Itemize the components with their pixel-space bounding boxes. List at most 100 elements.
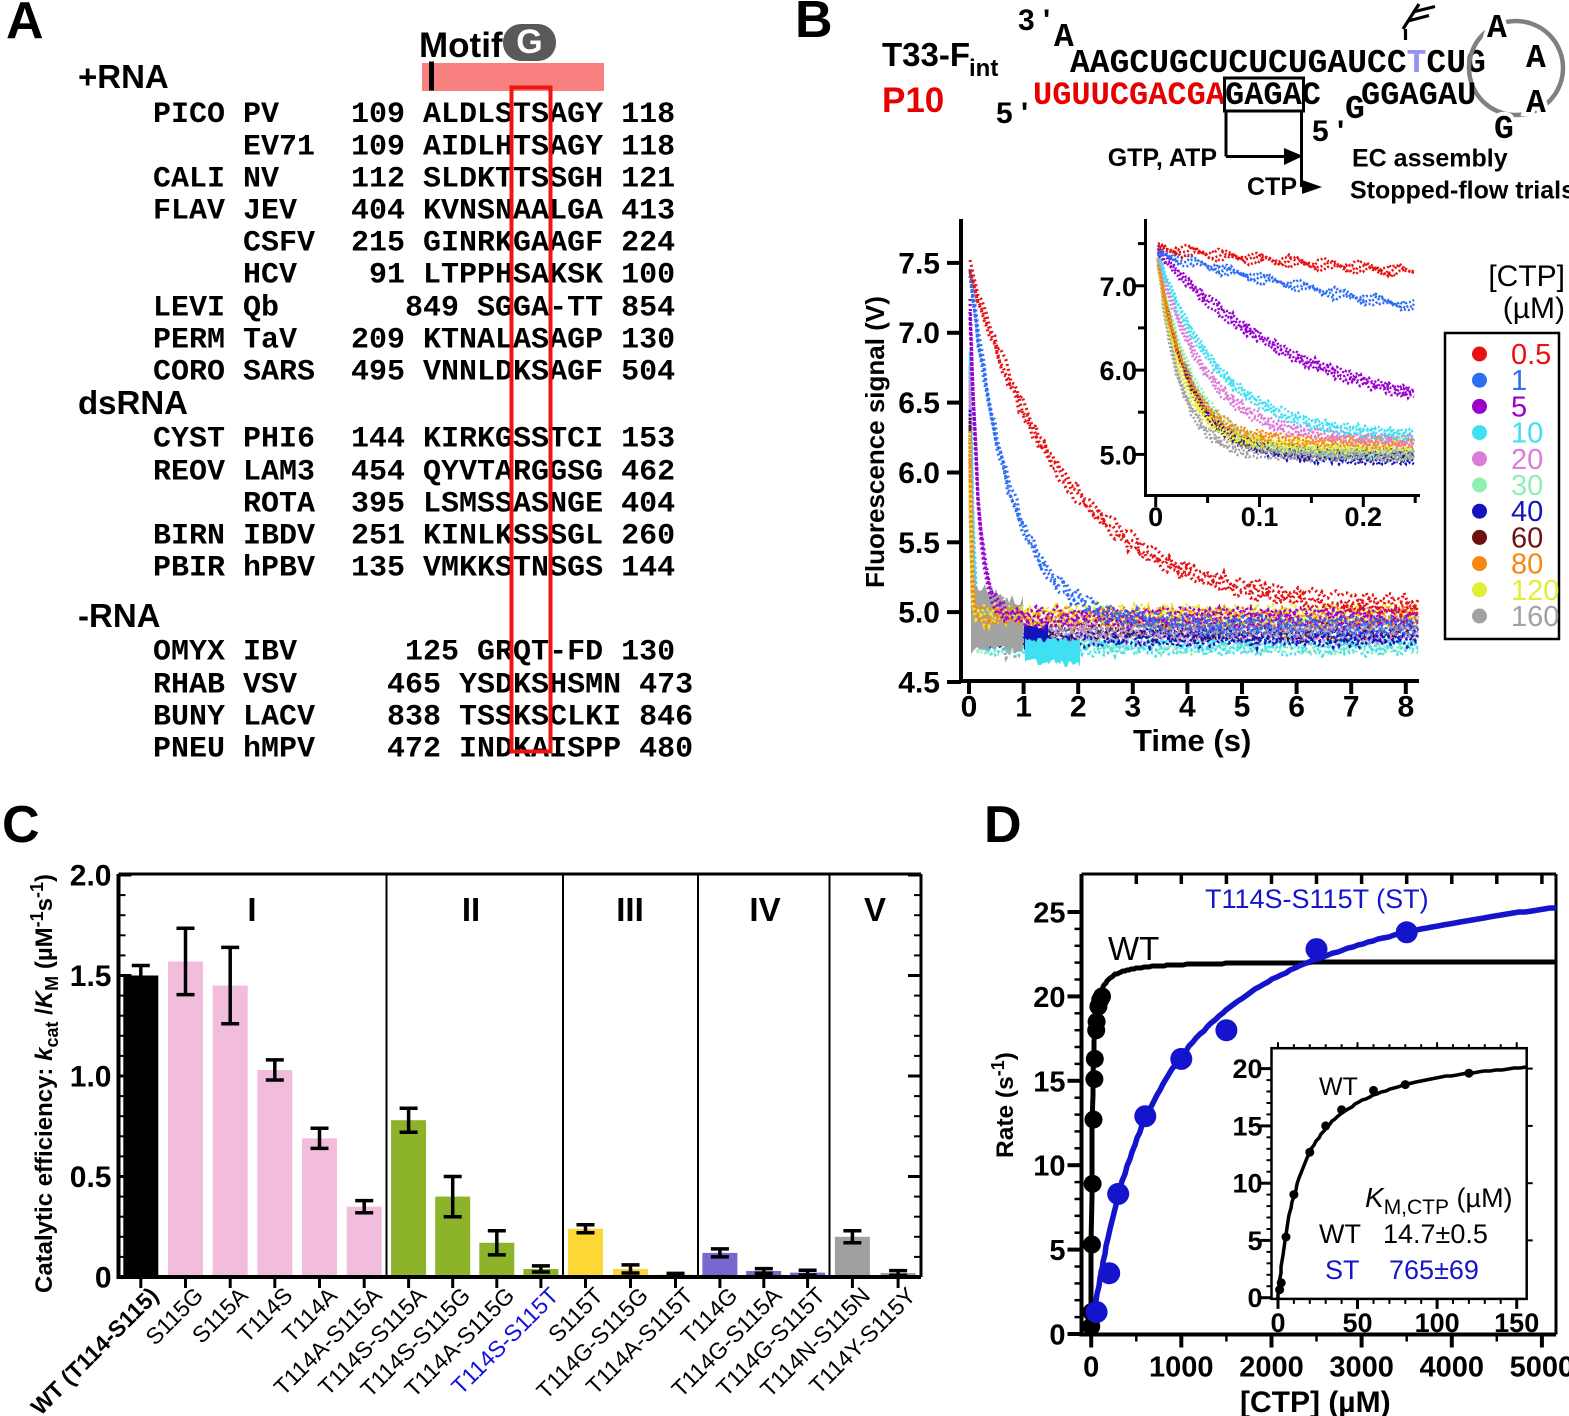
svg-text:CSFV 215 GINRKGAAGF 224: CSFV 215 GINRKGAAGF 224 [153, 227, 675, 261]
svg-text:II: II [462, 891, 480, 928]
svg-text:50: 50 [1342, 1308, 1372, 1338]
svg-text:5: 5 [1049, 1235, 1065, 1267]
svg-text:Motif: Motif [419, 26, 503, 65]
svg-text:+RNA: +RNA [78, 58, 169, 95]
svg-text:WT 14.7±0.5: WT 14.7±0.5 [1319, 1219, 1488, 1249]
svg-text:A: A [1526, 40, 1546, 77]
svg-text:A: A [1054, 19, 1074, 56]
svg-text:CALI NV 112 SLDKTTSSGH 121: CALI NV 112 SLDKTTSSGH 121 [153, 163, 675, 197]
svg-text:0: 0 [1270, 1308, 1285, 1338]
svg-text:3 ': 3 ' [1018, 4, 1050, 37]
svg-text:CYST PHI6 144 KIRKGSSTCI 153: CYST PHI6 144 KIRKGSSTCI 153 [153, 423, 675, 457]
svg-text:-RNA: -RNA [78, 597, 160, 634]
svg-text:6.5: 6.5 [898, 387, 940, 420]
svg-text:PICO PV 109 ALDLSTSAGY 118: PICO PV 109 ALDLSTSAGY 118 [153, 98, 675, 132]
svg-text:BUNY LACV 838 TSSKSCLKI 846: BUNY LACV 838 TSSKSCLKI 846 [153, 701, 693, 735]
svg-text:60: 60 [1511, 522, 1543, 554]
svg-text:10: 10 [1033, 1151, 1065, 1183]
svg-text:KM,CTP (µM): KM,CTP (µM) [1365, 1182, 1513, 1219]
svg-text:A: A [1526, 85, 1546, 122]
svg-text:GTP, ATP: GTP, ATP [1108, 144, 1217, 172]
svg-text:T33-F: T33-F [882, 36, 970, 73]
svg-text:7.0: 7.0 [1099, 272, 1137, 302]
svg-text:ST 765±69: ST 765±69 [1325, 1255, 1479, 1285]
svg-text:CUG: CUG [1426, 45, 1485, 82]
svg-text:IV: IV [749, 891, 780, 928]
svg-text:I: I [247, 891, 256, 928]
svg-text:FLAV JEV 404 KVNSNAALGA 413: FLAV JEV 404 KVNSNAALGA 413 [153, 195, 675, 229]
svg-text:1000: 1000 [1149, 1352, 1214, 1384]
svg-text:dsRNA: dsRNA [78, 384, 188, 421]
svg-text:[CTP] (µM): [CTP] (µM) [1240, 1386, 1391, 1416]
svg-text:3: 3 [1124, 691, 1141, 724]
svg-text:4.5: 4.5 [898, 667, 940, 700]
svg-text:4: 4 [1179, 691, 1196, 724]
svg-text:4000: 4000 [1420, 1352, 1485, 1384]
svg-text:1: 1 [1015, 691, 1032, 724]
svg-text:7.5: 7.5 [898, 247, 940, 280]
svg-text:Time (s): Time (s) [1133, 723, 1251, 758]
svg-text:Stopped-flow trials: Stopped-flow trials [1350, 177, 1569, 205]
svg-text:25: 25 [1033, 898, 1065, 930]
svg-text:5: 5 [1247, 1226, 1262, 1256]
svg-text:1: 1 [1511, 365, 1527, 397]
svg-text:V: V [864, 891, 886, 928]
svg-text:1.0: 1.0 [70, 1061, 112, 1094]
svg-text:6.0: 6.0 [1099, 356, 1137, 386]
svg-text:5.0: 5.0 [898, 597, 940, 630]
svg-text:6: 6 [1288, 691, 1305, 724]
svg-text:A: A [6, 0, 44, 50]
svg-text:160: 160 [1511, 601, 1559, 633]
svg-text:5000: 5000 [1510, 1352, 1569, 1384]
svg-text:7.0: 7.0 [898, 317, 940, 350]
svg-text:5.0: 5.0 [1099, 440, 1137, 470]
svg-text:PBIR hPBV 135 VMKKSTNSGS 144: PBIR hPBV 135 VMKKSTNSGS 144 [153, 552, 675, 586]
svg-text:0.5: 0.5 [70, 1161, 112, 1194]
svg-text:5: 5 [1234, 691, 1251, 724]
svg-text:2: 2 [1070, 691, 1087, 724]
svg-text:UGUUCGACGA: UGUUCGACGA [1033, 77, 1226, 114]
svg-text:8: 8 [1397, 691, 1414, 724]
svg-text:0: 0 [1049, 1320, 1065, 1352]
svg-text:HCV 91 LTPPHSAKSK 100: HCV 91 LTPPHSAKSK 100 [153, 259, 675, 293]
svg-text:A: A [1487, 10, 1507, 47]
svg-text:0: 0 [1083, 1352, 1099, 1384]
svg-text:5 ': 5 ' [996, 97, 1028, 130]
svg-text:5: 5 [1511, 391, 1527, 423]
svg-text:7: 7 [1343, 691, 1360, 724]
svg-text:GAGA: GAGA [1225, 77, 1303, 114]
svg-text:20: 20 [1033, 982, 1065, 1014]
svg-text:C: C [1302, 77, 1321, 114]
svg-text:0: 0 [961, 691, 978, 724]
svg-text:6.0: 6.0 [898, 457, 940, 490]
svg-text:0.5: 0.5 [1511, 339, 1551, 371]
svg-text:1.5: 1.5 [70, 960, 112, 993]
svg-text:Fluorescence signal (V): Fluorescence signal (V) [860, 296, 890, 588]
svg-text:20: 20 [1232, 1054, 1262, 1084]
svg-text:40: 40 [1511, 496, 1543, 528]
svg-text:B: B [795, 0, 833, 49]
svg-text:20: 20 [1511, 444, 1543, 476]
svg-text:ROTA 395 LSMSSASNGE 404: ROTA 395 LSMSSASNGE 404 [153, 488, 675, 522]
svg-text:2.0: 2.0 [70, 860, 112, 893]
svg-text:C: C [2, 796, 40, 854]
svg-text:10: 10 [1232, 1169, 1262, 1199]
svg-text:CORO SARS 495 VNNLDKSAGF 504: CORO SARS 495 VNNLDKSAGF 504 [153, 356, 675, 390]
svg-text:5 ': 5 ' [1312, 115, 1344, 148]
svg-text:G: G [1345, 91, 1365, 128]
svg-text:0: 0 [95, 1262, 112, 1295]
svg-text:D: D [984, 796, 1022, 854]
svg-text:15: 15 [1033, 1066, 1065, 1098]
svg-text:0: 0 [1247, 1283, 1262, 1313]
svg-text:10: 10 [1511, 418, 1543, 450]
svg-text:WT: WT [1319, 1073, 1358, 1101]
svg-text:G: G [1494, 111, 1514, 148]
svg-text:0.2: 0.2 [1345, 502, 1383, 532]
svg-text:150: 150 [1494, 1308, 1539, 1338]
svg-text:15: 15 [1232, 1111, 1262, 1141]
svg-text:RHAB VSV 465 YSDKSHSMN 473: RHAB VSV 465 YSDKSHSMN 473 [153, 669, 693, 703]
svg-text:P10: P10 [882, 81, 944, 120]
svg-text:0: 0 [1148, 502, 1163, 532]
svg-text:30: 30 [1511, 470, 1543, 502]
svg-text:int: int [969, 55, 998, 82]
